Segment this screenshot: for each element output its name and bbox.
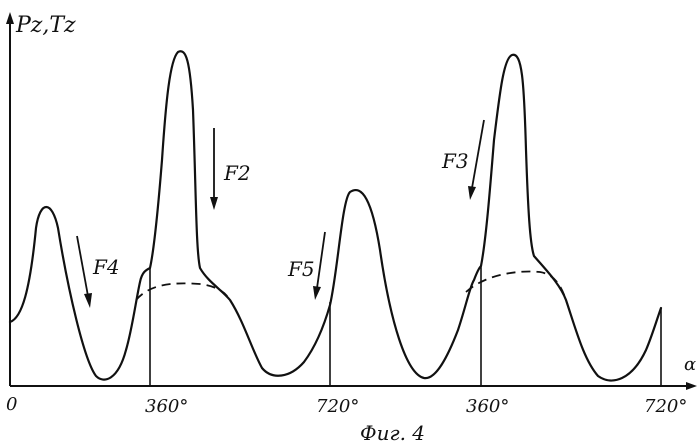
x-axis-label: α [684, 354, 696, 375]
x-axis-arrowhead [686, 382, 697, 390]
label-f3: F3 [441, 149, 469, 173]
arrow-f5-head [313, 286, 321, 300]
figure-caption: Фиг. 4 [360, 421, 425, 445]
label-f4: F4 [92, 255, 120, 279]
label-f2: F2 [223, 161, 251, 185]
arrow-f4 [77, 236, 88, 296]
arrow-f2-head [210, 197, 218, 210]
tick-label-720-second: 720° [644, 396, 687, 417]
tick-label-360-first: 360° [145, 396, 188, 417]
arrow-f3-head [468, 186, 476, 200]
tick-label-720-first: 720° [316, 396, 359, 417]
y-axis-label: Pz,Tz [15, 13, 76, 38]
label-f5: F5 [287, 257, 315, 281]
tick-label-360-second: 360° [466, 396, 509, 417]
pressure-curve [10, 51, 661, 380]
arrow-f4-head [84, 293, 92, 308]
arrow-f5 [317, 232, 325, 288]
arrow-f3 [472, 120, 484, 188]
origin-label: 0 [6, 394, 17, 415]
y-axis-arrowhead [6, 12, 14, 24]
